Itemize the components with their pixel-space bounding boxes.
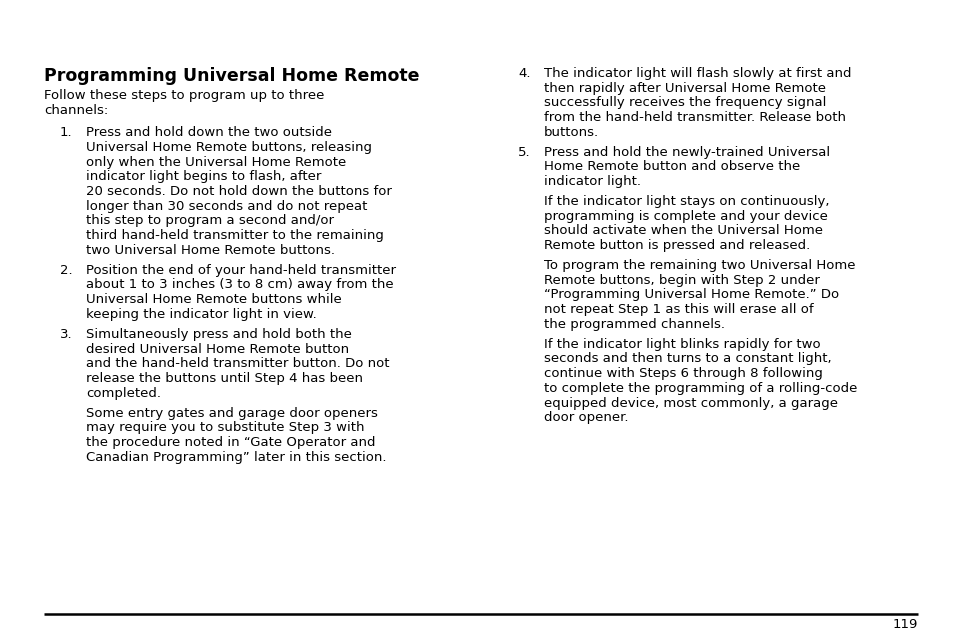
Text: the programmed channels.: the programmed channels.	[543, 318, 724, 331]
Text: completed.: completed.	[86, 387, 161, 399]
Text: programming is complete and your device: programming is complete and your device	[543, 210, 827, 223]
Text: successfully receives the frequency signal: successfully receives the frequency sign…	[543, 96, 825, 109]
Text: Some entry gates and garage door openers: Some entry gates and garage door openers	[86, 406, 377, 420]
Text: channels:: channels:	[44, 104, 108, 117]
Text: Position the end of your hand-held transmitter: Position the end of your hand-held trans…	[86, 264, 395, 277]
Text: Press and hold the newly-trained Universal: Press and hold the newly-trained Univers…	[543, 146, 829, 158]
Text: Programming Universal Home Remote: Programming Universal Home Remote	[44, 67, 419, 85]
Text: Follow these steps to program up to three: Follow these steps to program up to thre…	[44, 89, 324, 102]
Text: should activate when the Universal Home: should activate when the Universal Home	[543, 225, 822, 237]
Text: desired Universal Home Remote button: desired Universal Home Remote button	[86, 343, 349, 356]
Text: to complete the programming of a rolling-code: to complete the programming of a rolling…	[543, 382, 857, 395]
Text: not repeat Step 1 as this will erase all of: not repeat Step 1 as this will erase all…	[543, 303, 813, 316]
Text: from the hand-held transmitter. Release both: from the hand-held transmitter. Release …	[543, 111, 845, 124]
Text: Universal Home Remote buttons while: Universal Home Remote buttons while	[86, 293, 341, 306]
Text: Universal Home Remote buttons, releasing: Universal Home Remote buttons, releasing	[86, 141, 372, 154]
Text: longer than 30 seconds and do not repeat: longer than 30 seconds and do not repeat	[86, 200, 367, 212]
Text: indicator light begins to flash, after: indicator light begins to flash, after	[86, 170, 321, 183]
Text: If the indicator light blinks rapidly for two: If the indicator light blinks rapidly fo…	[543, 338, 820, 350]
Text: 5.: 5.	[517, 146, 530, 158]
Text: and the hand-held transmitter button. Do not: and the hand-held transmitter button. Do…	[86, 357, 389, 370]
Text: seconds and then turns to a constant light,: seconds and then turns to a constant lig…	[543, 352, 831, 366]
Text: may require you to substitute Step 3 with: may require you to substitute Step 3 wit…	[86, 421, 364, 434]
Text: buttons.: buttons.	[543, 126, 598, 139]
Text: Canadian Programming” later in this section.: Canadian Programming” later in this sect…	[86, 451, 386, 464]
Text: Home Remote button and observe the: Home Remote button and observe the	[543, 160, 800, 173]
Text: Press and hold down the two outside: Press and hold down the two outside	[86, 126, 332, 139]
Text: this step to program a second and/or: this step to program a second and/or	[86, 214, 334, 228]
Text: 2.: 2.	[60, 264, 72, 277]
Text: If the indicator light stays on continuously,: If the indicator light stays on continuo…	[543, 195, 828, 208]
Text: Simultaneously press and hold both the: Simultaneously press and hold both the	[86, 328, 352, 341]
Text: The indicator light will flash slowly at first and: The indicator light will flash slowly at…	[543, 67, 851, 80]
Text: 4.: 4.	[517, 67, 530, 80]
Text: third hand-held transmitter to the remaining: third hand-held transmitter to the remai…	[86, 229, 383, 242]
Text: 119: 119	[892, 618, 917, 631]
Text: keeping the indicator light in view.: keeping the indicator light in view.	[86, 308, 316, 321]
Text: indicator light.: indicator light.	[543, 175, 640, 188]
Text: release the buttons until Step 4 has been: release the buttons until Step 4 has bee…	[86, 372, 363, 385]
Text: then rapidly after Universal Home Remote: then rapidly after Universal Home Remote	[543, 81, 825, 95]
Text: To program the remaining two Universal Home: To program the remaining two Universal H…	[543, 259, 855, 272]
Text: Remote button is pressed and released.: Remote button is pressed and released.	[543, 239, 809, 252]
Text: about 1 to 3 inches (3 to 8 cm) away from the: about 1 to 3 inches (3 to 8 cm) away fro…	[86, 279, 394, 291]
Text: the procedure noted in “Gate Operator and: the procedure noted in “Gate Operator an…	[86, 436, 375, 449]
Text: continue with Steps 6 through 8 following: continue with Steps 6 through 8 followin…	[543, 367, 822, 380]
Text: Remote buttons, begin with Step 2 under: Remote buttons, begin with Step 2 under	[543, 273, 819, 287]
Text: 20 seconds. Do not hold down the buttons for: 20 seconds. Do not hold down the buttons…	[86, 185, 392, 198]
Text: two Universal Home Remote buttons.: two Universal Home Remote buttons.	[86, 244, 335, 257]
Text: only when the Universal Home Remote: only when the Universal Home Remote	[86, 156, 346, 169]
Text: door opener.: door opener.	[543, 411, 628, 424]
Text: 1.: 1.	[60, 126, 72, 139]
Text: 3.: 3.	[60, 328, 72, 341]
Text: equipped device, most commonly, a garage: equipped device, most commonly, a garage	[543, 397, 837, 410]
Text: “Programming Universal Home Remote.” Do: “Programming Universal Home Remote.” Do	[543, 288, 839, 301]
